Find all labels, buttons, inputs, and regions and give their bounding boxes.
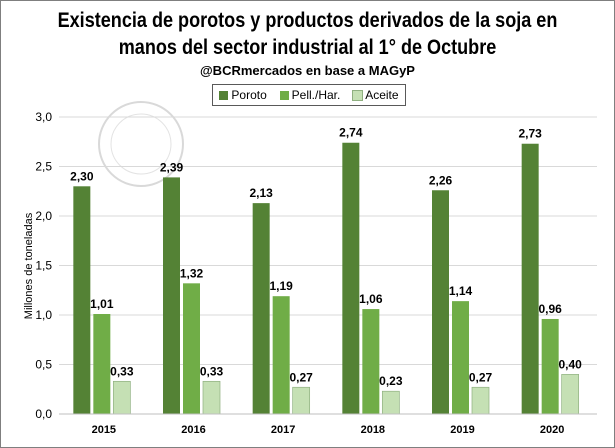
bar-poroto (521, 143, 539, 415)
bar-aceite (381, 390, 400, 415)
bar-pellhar (362, 309, 380, 414)
y-tick-label: 2,0 (35, 209, 52, 223)
data-label: 1,32 (180, 266, 204, 280)
legend-swatch (279, 91, 289, 100)
data-label: 2,26 (429, 173, 453, 187)
data-label: 2,74 (339, 126, 363, 140)
bar-pellhar (93, 314, 111, 414)
watermark-seal (98, 101, 184, 187)
bar-poroto (163, 177, 180, 414)
bar-poroto (432, 190, 449, 414)
chart-title-line2: manos del sector industrial al 1° de Oct… (118, 36, 497, 59)
chart-title-line1: Existencia de porotos y productos deriva… (57, 9, 558, 32)
y-tick-label: 0,0 (35, 407, 52, 421)
data-label: 0,33 (110, 364, 134, 378)
bar-poroto (252, 203, 270, 414)
x-tick-label: 2016 (181, 424, 205, 436)
x-tick-label: 2018 (361, 424, 385, 436)
bar-poroto (342, 142, 360, 415)
data-label: 0,33 (200, 364, 224, 378)
bar-aceite (561, 374, 580, 415)
legend-item-aceite: Aceite (352, 88, 399, 102)
data-label: 2,30 (70, 169, 94, 183)
bar-aceite (471, 386, 490, 415)
x-tick-label: 2019 (450, 424, 474, 436)
y-tick-label: 1,0 (35, 308, 52, 322)
legend-swatch (219, 91, 229, 100)
legend: Poroto Pell./Har. Aceite (212, 84, 406, 106)
data-label: 1,19 (269, 279, 293, 293)
bar-pellhar (452, 301, 469, 414)
legend-item-poroto: Poroto (219, 88, 267, 102)
data-label: 2,73 (518, 127, 542, 141)
watermark-seal-inner (110, 113, 172, 175)
chart-subtitle: @BCRmercados en base a MAGyP (200, 63, 415, 78)
y-tick-label: 0,5 (35, 358, 52, 372)
data-label: 0,27 (469, 370, 493, 384)
data-label: 1,01 (90, 297, 114, 311)
x-tick-label: 2015 (92, 424, 116, 436)
data-label: 0,27 (289, 370, 313, 384)
bar-aceite (112, 380, 131, 415)
data-label: 0,96 (538, 302, 562, 316)
legend-swatch (352, 90, 364, 101)
bar-pellhar (272, 296, 290, 414)
y-tick-label: 2,5 (35, 160, 52, 174)
data-label: 0,40 (558, 357, 582, 371)
data-label: 1,14 (449, 284, 473, 298)
y-tick-label: 1,5 (35, 259, 52, 273)
data-label: 2,13 (249, 186, 273, 200)
y-tick-label: 3,0 (35, 110, 52, 124)
x-tick-label: 2017 (271, 424, 295, 436)
bar-pellhar (183, 283, 200, 414)
y-axis-label: Millones de toneladas (23, 212, 35, 319)
bar-aceite (202, 380, 221, 415)
data-label: 2,39 (160, 160, 184, 174)
bar-poroto (73, 186, 91, 414)
bar-pellhar (541, 318, 559, 414)
bar-aceite (292, 386, 311, 415)
legend-item-pellets: Pell./Har. (279, 88, 340, 102)
data-label: 1,06 (359, 292, 383, 306)
x-tick-label: 2020 (540, 424, 564, 436)
data-label: 0,23 (379, 374, 403, 388)
